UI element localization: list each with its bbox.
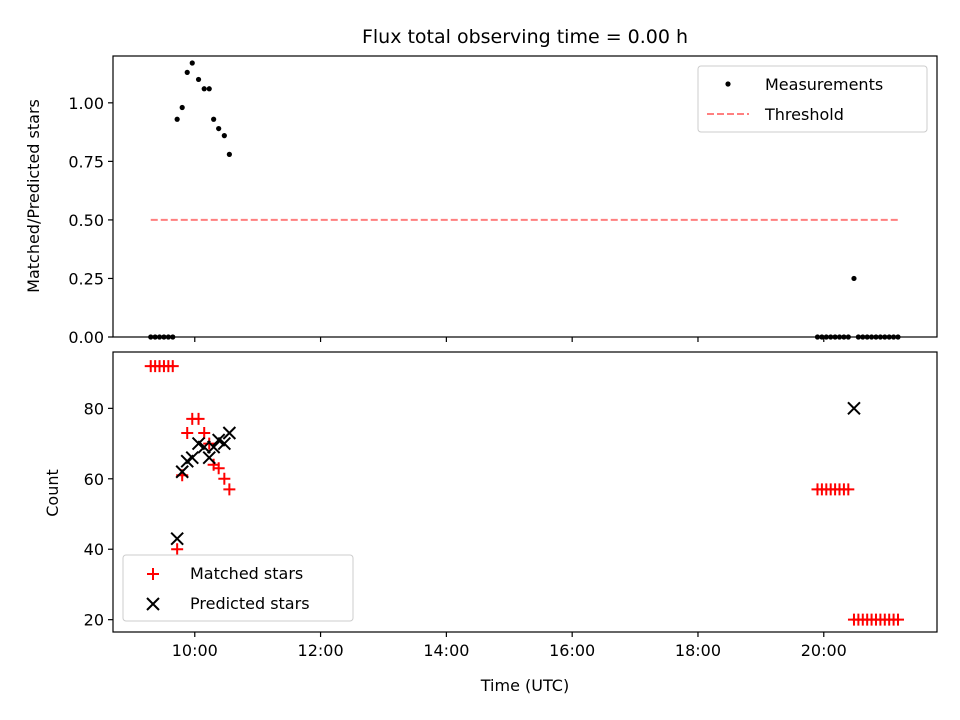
measurements-legend-marker <box>725 81 731 87</box>
measurements-point <box>206 86 212 92</box>
bottom-series-matched-stars <box>144 360 905 626</box>
bottom-x-tick-label: 18:00 <box>675 641 721 660</box>
bottom-legend-box <box>122 554 354 622</box>
measurements-point <box>184 69 190 75</box>
threshold-legend-label: Threshold <box>764 105 844 124</box>
bottom-x-tick-label: 14:00 <box>423 641 469 660</box>
top-y-tick-label: 1.00 <box>68 94 104 113</box>
measurements-point <box>174 116 180 122</box>
measurements-point <box>211 116 217 122</box>
predicted-stars-point <box>170 531 184 546</box>
measurements-point <box>216 125 222 132</box>
predicted-stars-legend-marker <box>146 597 160 611</box>
measurements-point <box>226 151 232 157</box>
top-y-tick-label: 0.75 <box>68 152 104 171</box>
bottom-panel: 10:00 12:00 14:00 16:00 18:00 20:00 20 40 60 80 <box>84 351 938 660</box>
matched-stars-point <box>192 412 205 425</box>
bottom-x-tick-label: 10:00 <box>172 641 218 660</box>
matched-stars-point <box>223 483 236 496</box>
matched-stars-point <box>171 543 184 556</box>
measurements-point <box>195 76 202 83</box>
matched-stars-point <box>212 462 225 475</box>
bottom-x-tick-label: 16:00 <box>549 641 595 660</box>
bottom-axes-frame <box>112 351 938 633</box>
matched-stars-point <box>842 483 855 496</box>
predicted-stars-point <box>847 401 861 416</box>
top-legend-box <box>697 65 928 133</box>
matched-stars-point <box>166 360 179 373</box>
predicted-stars-point <box>222 426 237 440</box>
top-y-tick-label: 0.50 <box>68 211 104 230</box>
top-y-axis-label: Matched/Predicted stars <box>24 99 43 293</box>
measurements-point <box>851 275 857 282</box>
matched-stars-point <box>181 427 194 440</box>
predicted-stars-legend-label: Predicted stars <box>190 594 310 613</box>
matched-stars-point <box>198 427 211 440</box>
measurements-point <box>221 133 227 139</box>
measurements-point <box>179 104 185 111</box>
bottom-y-tick-label: 20 <box>84 611 104 630</box>
bottom-x-axis-label: Time (UTC) <box>480 676 569 695</box>
bottom-y-axis-label: Count <box>43 469 62 517</box>
top-plot-title: Flux total observing time = 0.00 h <box>362 26 688 48</box>
measurements-legend-label: Measurements <box>765 75 883 94</box>
top-legend: Measurements Threshold <box>697 65 928 133</box>
matched-stars-legend-label: Matched stars <box>190 564 303 583</box>
predicted-stars-point <box>185 450 199 465</box>
top-series-measurements <box>148 60 901 340</box>
bottom-y-tick-label: 40 <box>84 540 104 559</box>
measurements-point <box>189 60 195 66</box>
predicted-stars-point <box>206 440 221 454</box>
matched-stars-point <box>892 613 905 626</box>
predicted-stars-point <box>197 440 211 454</box>
matched-stars-point <box>218 472 231 485</box>
top-y-tick-label: 0.00 <box>68 328 104 347</box>
bottom-legend: Matched stars Predicted stars <box>122 554 354 622</box>
predicted-stars-point <box>175 465 189 479</box>
predicted-stars-point <box>202 450 216 465</box>
bottom-x-tick-label: 12:00 <box>298 641 344 660</box>
bottom-y-tick-label: 60 <box>84 470 104 489</box>
bottom-x-tick-label: 20:00 <box>801 641 847 660</box>
measurements-point <box>201 86 207 92</box>
predicted-stars-point <box>217 436 232 451</box>
matched-stars-legend-marker <box>147 568 159 580</box>
bottom-y-tick-label: 80 <box>84 399 104 418</box>
top-panel: 0.00 0.25 0.50 0.75 1.00 <box>68 55 938 347</box>
bottom-series-predicted-stars <box>170 401 861 546</box>
top-y-tick-label: 0.25 <box>68 269 104 288</box>
top-axes-frame <box>112 55 938 338</box>
